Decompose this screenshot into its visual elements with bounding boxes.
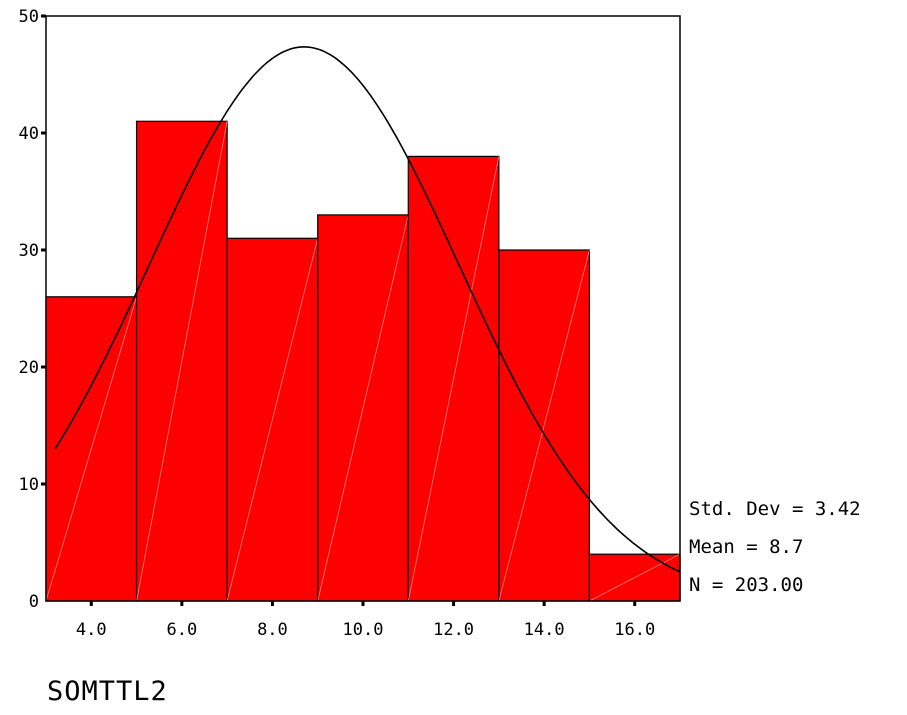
bar-hatch-line (498, 249, 590, 602)
y-tick-label: 50 (19, 7, 39, 27)
bar-hatch-line (136, 121, 228, 602)
bar-hatch-line (226, 238, 319, 602)
n-label: N = 203.00 (689, 574, 803, 596)
x-tick-label: 4.0 (76, 620, 107, 640)
x-tick-label: 14.0 (524, 620, 565, 640)
x-axis: 4.0 6.0 8.0 10.0 12.0 14.0 16.0 (76, 601, 655, 640)
bar-hatch-line (407, 156, 500, 602)
y-tick-label: 0 (29, 592, 39, 612)
bar-hatch-line (317, 214, 409, 602)
bar-hatch-line (45, 296, 137, 602)
y-tick-label: 40 (19, 124, 39, 144)
x-tick-label: 6.0 (166, 620, 197, 640)
x-tick-label: 16.0 (614, 620, 655, 640)
y-axis: 0 10 20 30 40 50 (19, 7, 46, 612)
histogram-bars (45, 120, 681, 602)
y-tick-label: 20 (19, 358, 39, 378)
std-dev-label: Std. Dev = 3.42 (689, 498, 861, 520)
y-tick-label: 10 (19, 475, 39, 495)
x-tick-label: 10.0 (343, 620, 384, 640)
x-tick-label: 8.0 (257, 620, 288, 640)
mean-label: Mean = 8.7 (689, 536, 803, 558)
bar-hatch-line (589, 553, 681, 602)
x-axis-title: SOMTTL2 (47, 676, 168, 707)
x-tick-label: 12.0 (433, 620, 474, 640)
stats-box: Std. Dev = 3.42 Mean = 8.7 N = 203.00 (689, 498, 861, 596)
normal-curve (54, 46, 681, 573)
y-tick-label: 30 (19, 241, 39, 261)
